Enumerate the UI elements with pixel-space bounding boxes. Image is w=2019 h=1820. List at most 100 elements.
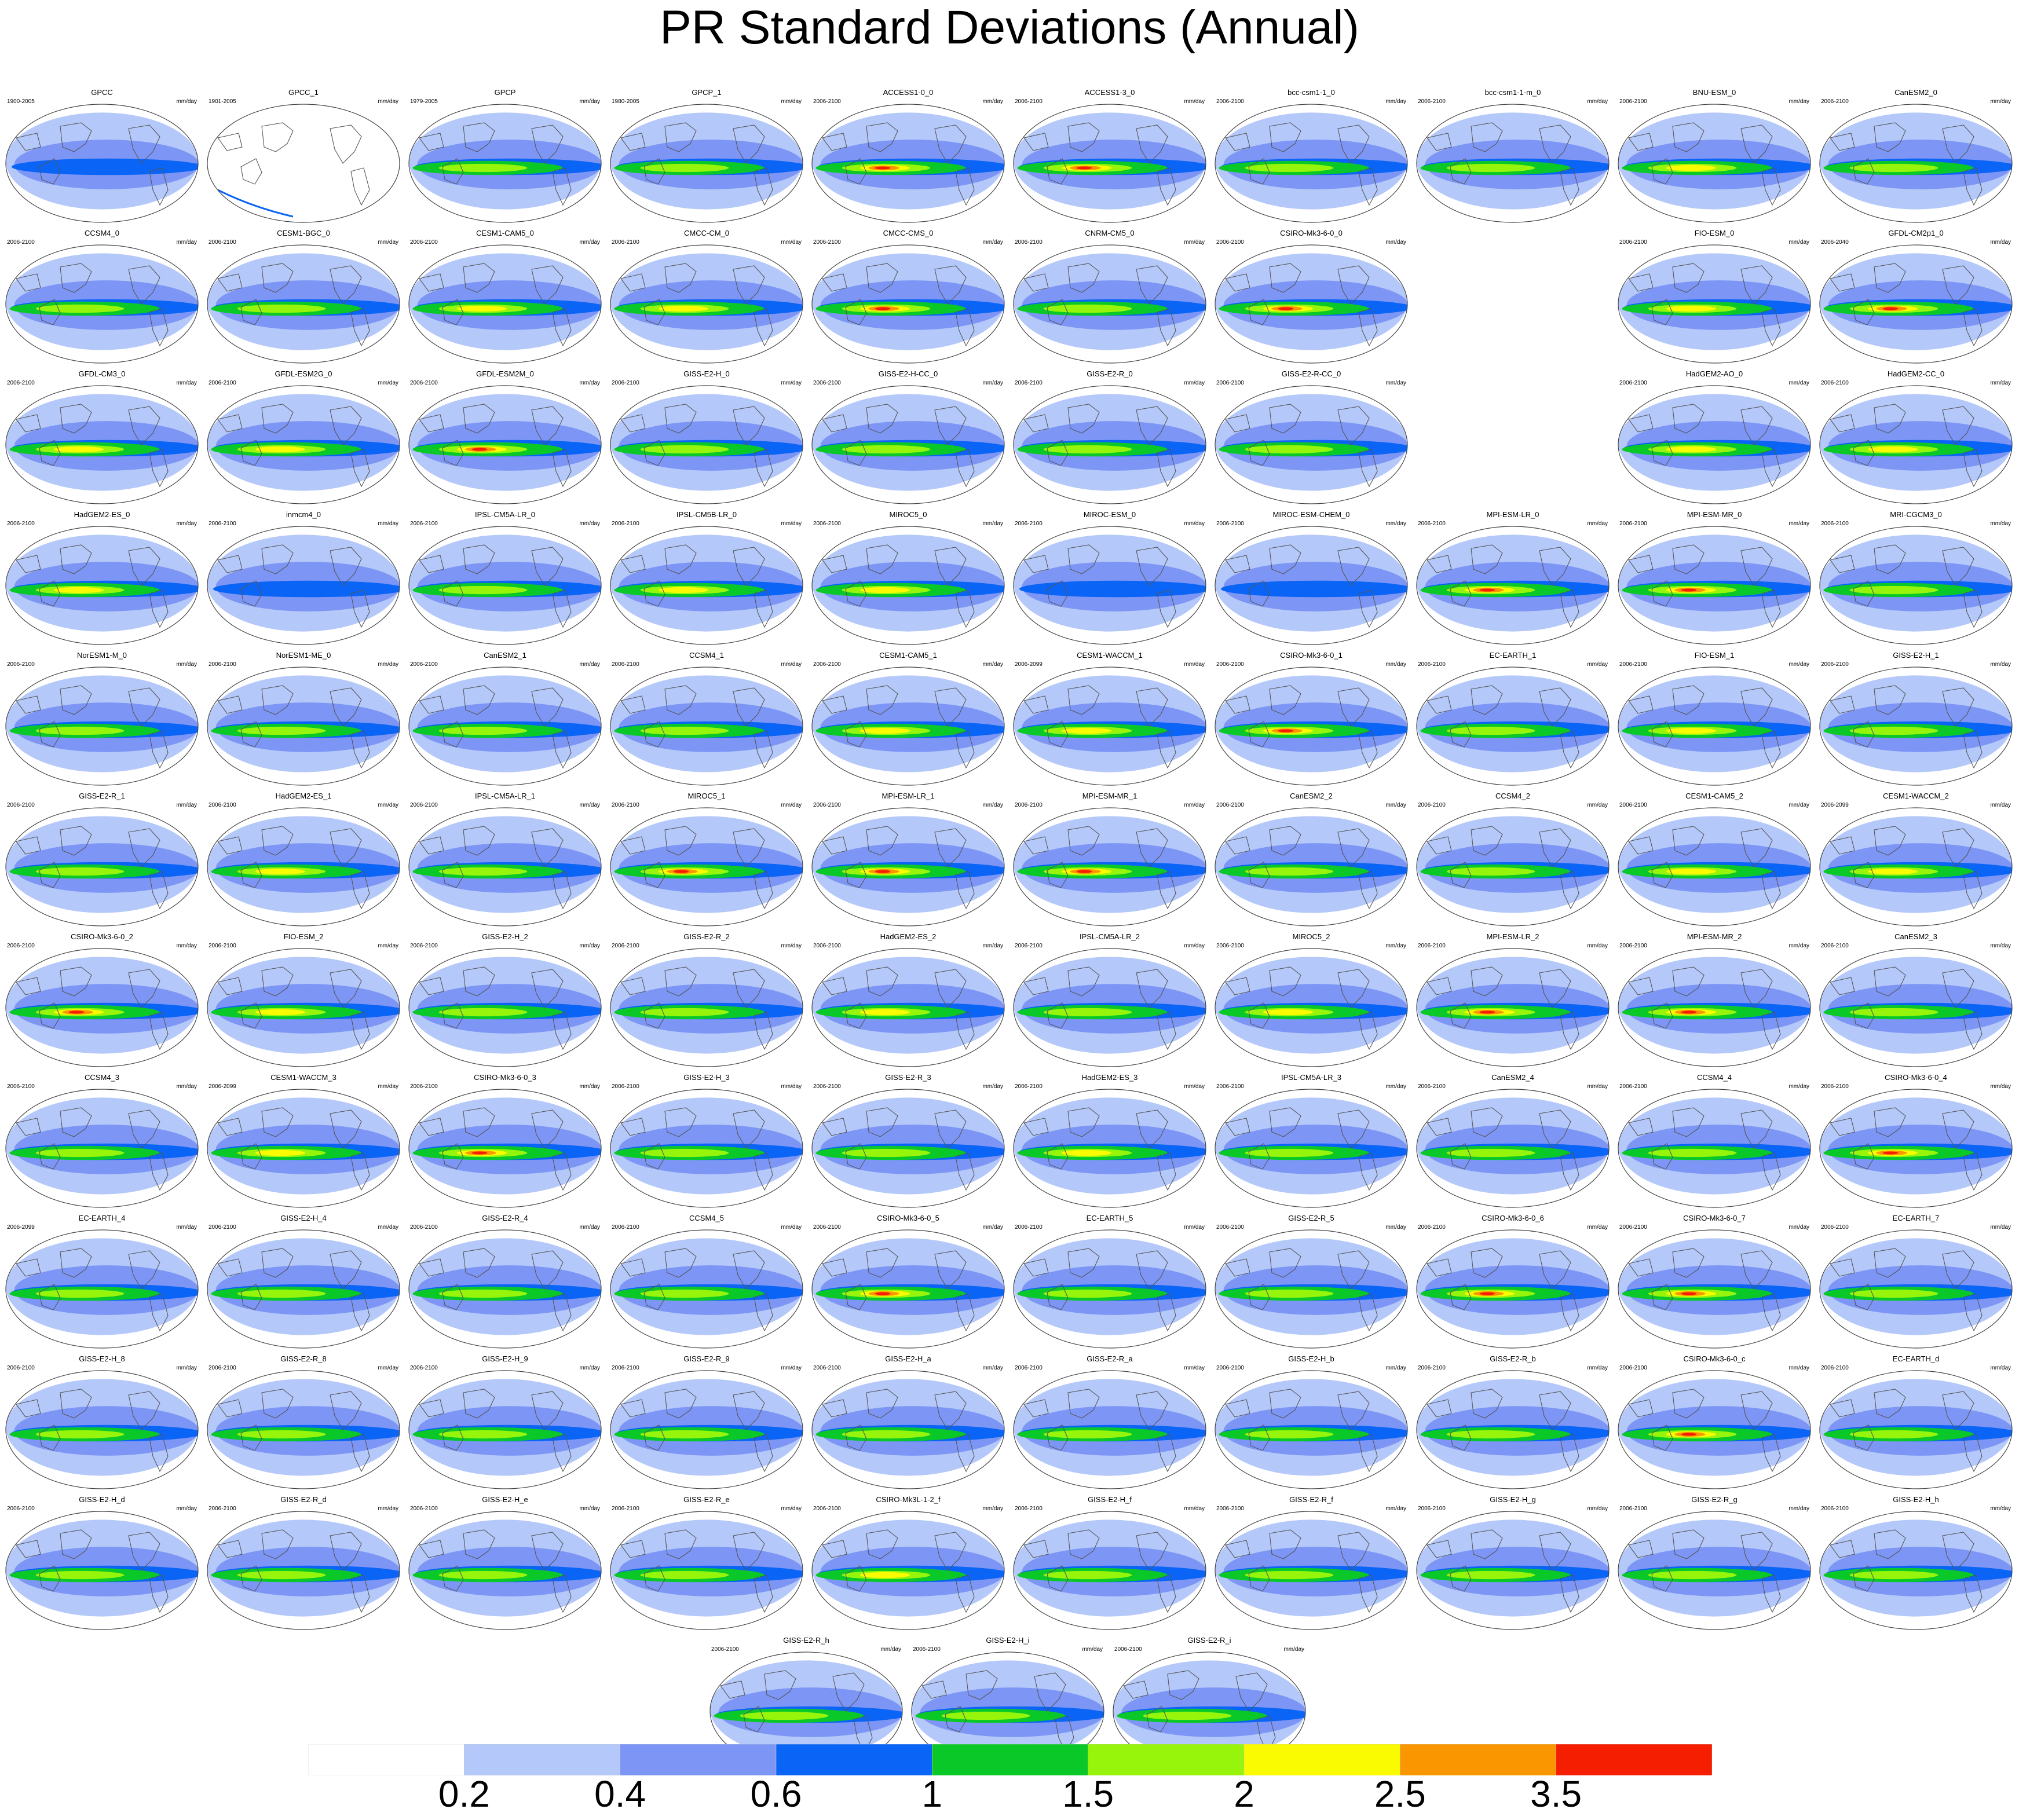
panel-period: 2006-2100 <box>7 1506 35 1512</box>
panel-title: GPCC_1 <box>288 88 319 97</box>
coastline <box>1740 1250 1773 1290</box>
panel-unit: mm/day <box>1990 1083 2011 1090</box>
pr-band-1.5 <box>1245 867 1334 876</box>
coastline <box>1269 826 1301 856</box>
coastline <box>1651 1002 1673 1029</box>
coastline <box>261 685 294 715</box>
coastline <box>16 1258 41 1277</box>
coastline <box>1358 1574 1378 1613</box>
map-panel: CCSM4_2 2006-2100 mm/day <box>1412 792 1614 931</box>
panel-title: CanESM2_4 <box>1491 1073 1534 1082</box>
coastline <box>754 589 773 628</box>
coastline <box>16 273 41 292</box>
panel-period: 2006-2100 <box>1619 380 1647 386</box>
pr-band-3.5 <box>471 448 488 451</box>
coastline <box>1358 449 1378 488</box>
coastline <box>240 299 262 325</box>
map-border <box>1013 385 1206 504</box>
coastline <box>1337 687 1370 727</box>
panel-unit: mm/day <box>1788 1506 1809 1512</box>
coastline <box>866 122 898 152</box>
colorbar-tick-label: 1.5 <box>1062 1773 1114 1815</box>
panel-period: 2006-2100 <box>813 661 841 668</box>
coastline <box>1539 1109 1571 1149</box>
panel-unit: mm/day <box>1184 380 1205 386</box>
map-panel: CanESM2_3 2006-2100 mm/day <box>1815 932 2017 1071</box>
map-panel: HadGEM2-CC_0 2006-2100 mm/day <box>1815 369 2017 508</box>
map-panel: FIO-ESM_0 2006-2100 mm/day <box>1614 229 1815 368</box>
panel-title: GISS-E2-R_8 <box>280 1354 327 1363</box>
panel-title: HadGEM2-CC_0 <box>1887 369 1945 378</box>
panel-unit: mm/day <box>982 1506 1003 1512</box>
panel-unit: mm/day <box>176 239 197 246</box>
panel-unit: mm/day <box>1990 943 2011 949</box>
panel-unit: mm/day <box>1990 521 2011 527</box>
panel-title: CESM1-WACCM_2 <box>1883 792 1949 800</box>
map-panel: CSIRO-Mk3-6-0_1 2006-2100 mm/day <box>1210 651 1412 790</box>
panel-period: 2006-2100 <box>1821 1224 1849 1231</box>
coastline <box>1136 1250 1168 1290</box>
map-border <box>1618 667 1811 786</box>
pr-band-3.5 <box>1681 1292 1697 1295</box>
map-GISS-E2-R_3 <box>811 1089 1005 1208</box>
map-panel: FIO-ESM_2 2006-2100 mm/day <box>203 932 404 1071</box>
coastline <box>1235 1672 1268 1712</box>
map-border <box>1013 1370 1206 1489</box>
coastline <box>754 1012 773 1050</box>
coastline <box>1047 580 1069 607</box>
coastline <box>1269 966 1301 997</box>
pr-band-1.5 <box>1245 163 1334 173</box>
map-GISS-E2-H_4 <box>207 1229 400 1349</box>
coastline <box>419 1540 444 1558</box>
panel-title: GISS-E2-H_2 <box>482 932 528 941</box>
coastline <box>1853 1143 1875 1170</box>
panel-title: CSIRO-Mk3-6-0_c <box>1683 1354 1746 1363</box>
coastline <box>149 308 169 347</box>
coastline <box>60 404 92 434</box>
map-panel: CCSM4_5 2006-2100 mm/day <box>606 1214 807 1353</box>
panel-period: 2006-2100 <box>1015 98 1043 105</box>
map-border <box>207 948 400 1067</box>
panel-period: 2006-2100 <box>1216 239 1244 246</box>
map-panel: CMCC-CMS_0 2006-2100 mm/day <box>807 229 1009 368</box>
panel-period: 2006-2100 <box>1619 521 1647 527</box>
pr-band-3.5 <box>1278 307 1294 310</box>
map-HadGEM2-CC_0 <box>1819 385 2013 504</box>
coastline <box>1539 828 1571 867</box>
coastline <box>330 124 362 164</box>
coastline <box>1067 1248 1100 1278</box>
map-panel: GISS-E2-H_0 2006-2100 mm/day <box>606 369 807 508</box>
pr-band-1.5 <box>35 1148 125 1158</box>
coastline <box>1761 1434 1781 1473</box>
coastline <box>1830 695 1855 714</box>
map-border <box>207 104 400 223</box>
map-panel: GISS-E2-H_8 2006-2100 mm/day <box>1 1354 203 1493</box>
pr-band-3.5 <box>471 1151 488 1155</box>
coastline <box>531 969 564 1008</box>
coastline <box>463 404 495 434</box>
map-border <box>1416 526 1610 645</box>
panel-title: CESM1-BGC_0 <box>277 229 330 237</box>
map-panel: HadGEM2-ES_1 2006-2100 mm/day <box>203 792 404 931</box>
pr-band-2 <box>255 868 306 875</box>
coastline <box>733 547 765 586</box>
map-CESM1-CAM5_0 <box>408 244 602 364</box>
panel-title: IPSL-CM5A-LR_1 <box>474 792 536 800</box>
map-border <box>1416 948 1610 1067</box>
panel-unit: mm/day <box>1788 661 1809 668</box>
map-panel: BNU-ESM_0 2006-2100 mm/day <box>1614 88 1815 227</box>
map-border <box>1819 1229 2013 1349</box>
coastline <box>1628 1258 1654 1277</box>
coastline <box>1830 1399 1855 1418</box>
coastline <box>733 969 765 1008</box>
coastline <box>1337 547 1370 586</box>
coastline <box>764 1670 796 1700</box>
panel-unit: mm/day <box>176 521 197 527</box>
panel-title: CCSM4_4 <box>1697 1073 1732 1082</box>
map-GISS-E2-H_f <box>1013 1511 1206 1630</box>
pr-band-1.5 <box>1043 304 1132 313</box>
coastline <box>1874 404 1906 434</box>
map-panel: MIROC5_2 2006-2100 mm/day <box>1210 932 1412 1071</box>
panel-period: 2006-2100 <box>1216 661 1244 668</box>
panel-period: 2006-2100 <box>913 1646 941 1653</box>
